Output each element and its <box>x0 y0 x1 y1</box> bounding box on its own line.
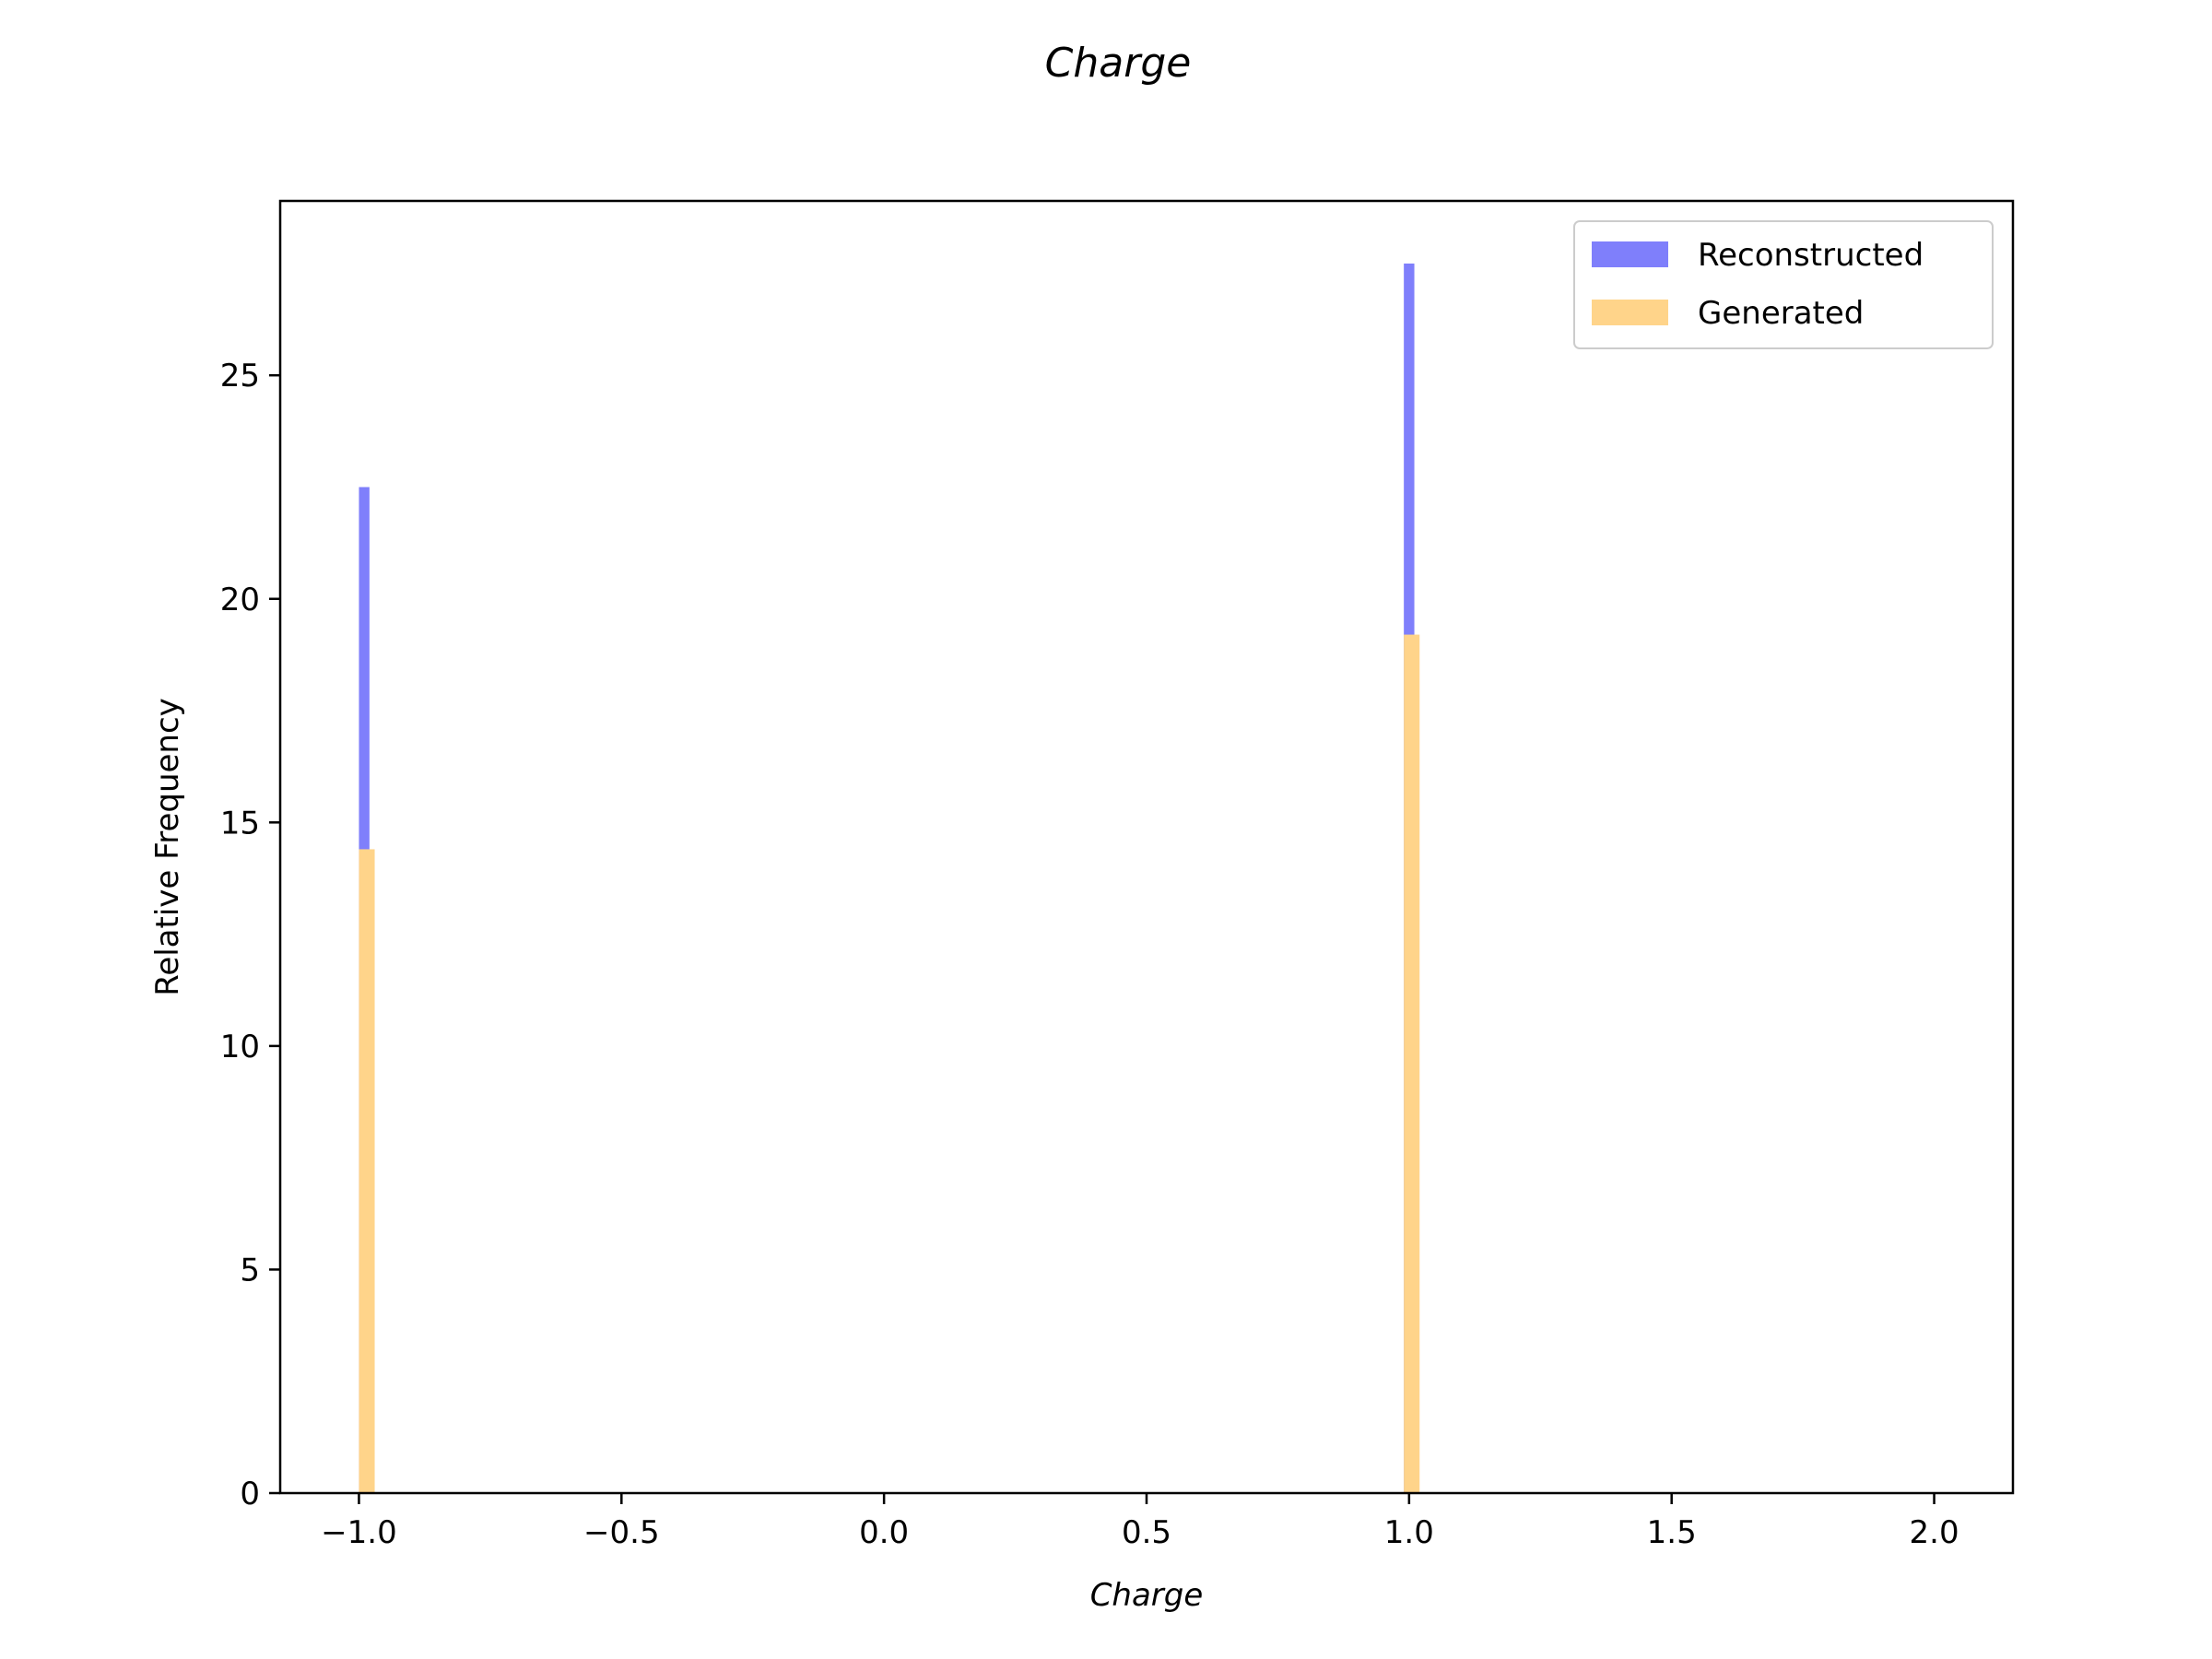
legend-swatch-generated <box>1592 300 1668 325</box>
bar-generated-0 <box>359 849 375 1493</box>
y-axis-ticks: 0 5 10 15 20 25 <box>220 358 280 1512</box>
y-tick-label: 15 <box>220 805 260 841</box>
x-axis-ticks: −1.0 −0.5 0.0 0.5 1.0 1.5 2.0 <box>321 1493 1959 1551</box>
legend: Reconstructed Generated <box>1573 220 1994 349</box>
y-tick-label: 10 <box>220 1029 260 1065</box>
chart-title: Charge <box>1045 40 1192 87</box>
y-tick-label: 5 <box>240 1252 260 1288</box>
x-tick-label: 1.5 <box>1647 1514 1697 1551</box>
y-tick-label: 20 <box>220 582 260 618</box>
bar-generated-1 <box>1404 634 1420 1493</box>
legend-label-reconstructed: Reconstructed <box>1698 237 1924 274</box>
x-tick-label: 1.0 <box>1384 1514 1434 1551</box>
x-tick-label: −1.0 <box>321 1514 397 1551</box>
y-axis-label: Relative Frequency <box>149 698 186 996</box>
x-tick-label: 0.5 <box>1122 1514 1171 1551</box>
x-tick-label: 2.0 <box>1910 1514 1959 1551</box>
legend-label-generated: Generated <box>1698 295 1864 332</box>
legend-box <box>1573 220 1994 349</box>
legend-swatch-reconstructed <box>1592 241 1668 267</box>
y-tick-label: 0 <box>240 1476 260 1512</box>
y-tick-label: 25 <box>220 358 260 394</box>
x-tick-label: 0.0 <box>859 1514 909 1551</box>
x-axis-label: Charge <box>1090 1577 1204 1614</box>
x-tick-label: −0.5 <box>583 1514 660 1551</box>
bars-layer <box>359 263 1420 1493</box>
